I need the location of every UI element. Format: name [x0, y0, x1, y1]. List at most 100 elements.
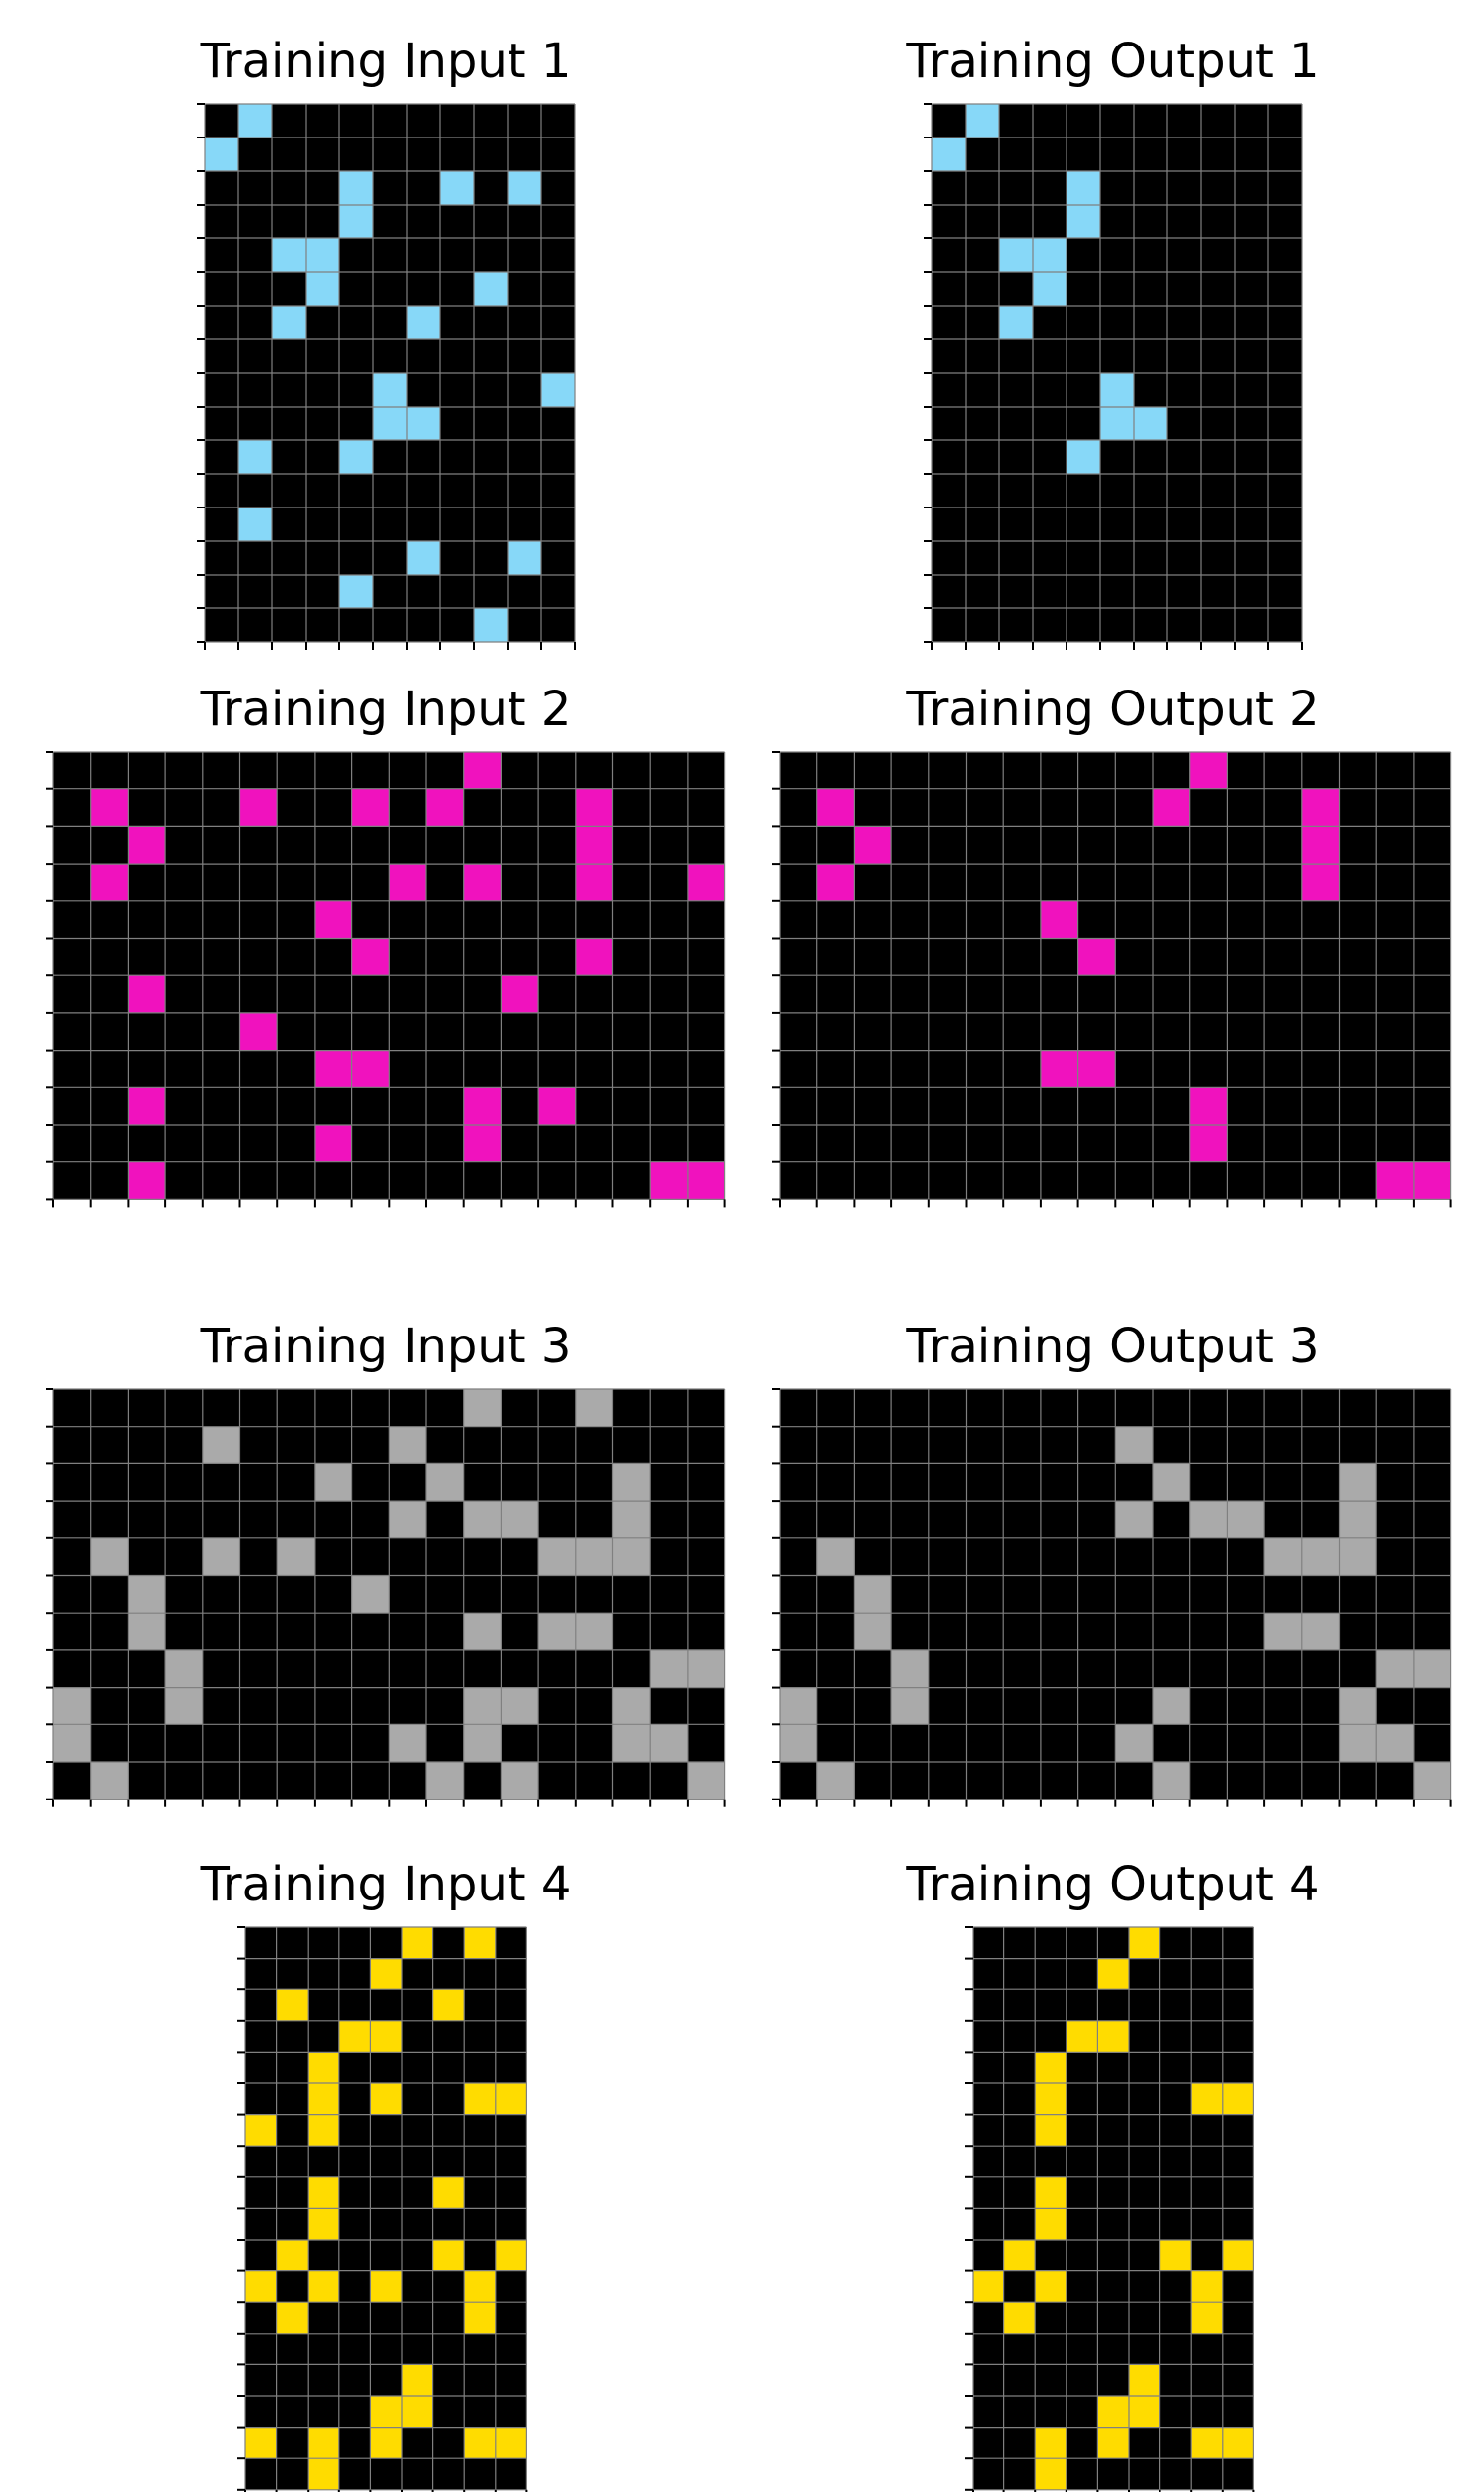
grid-cell	[1066, 2020, 1098, 2053]
grid-cell	[1264, 1537, 1302, 1576]
grid-cell	[370, 2020, 402, 2053]
grid-cell	[575, 938, 613, 976]
grid-cell	[407, 541, 440, 575]
axis-ticks	[46, 1388, 726, 1807]
grid-lines	[931, 103, 1303, 643]
grid-cell	[464, 2270, 496, 2303]
grid-cell	[575, 826, 613, 865]
grid-cell	[816, 1537, 855, 1576]
grid-cell	[999, 306, 1033, 339]
grid-cell	[351, 1050, 390, 1088]
grid-cell	[128, 1613, 166, 1650]
grid-cell	[612, 1537, 651, 1576]
grid-cell	[1097, 2427, 1129, 2459]
grid-cell	[932, 138, 966, 171]
grid-cell	[1191, 2083, 1223, 2115]
grid-cell	[1035, 2427, 1067, 2459]
grid-cell	[276, 2240, 309, 2271]
grid-cell	[687, 1649, 725, 1688]
grid-cell	[464, 2427, 496, 2459]
grid-cell	[1222, 2240, 1254, 2271]
grid-cell	[495, 2427, 527, 2459]
training-input-3-panel: Training Input 3	[46, 1319, 726, 1807]
grid-cell	[816, 1762, 855, 1800]
grid-cell	[272, 238, 306, 272]
grid-cell	[128, 1575, 166, 1614]
grid-cell	[501, 1501, 539, 1538]
grid-cell	[338, 2020, 371, 2053]
grid-cell	[272, 306, 306, 339]
grid-cell	[165, 1687, 203, 1725]
grid-cell	[1339, 1501, 1377, 1538]
grid-cell	[432, 2240, 465, 2271]
grid-cell	[314, 1050, 352, 1088]
grid-cell	[575, 864, 613, 901]
grid-cell	[1413, 1649, 1451, 1688]
grid-cell	[53, 1724, 91, 1762]
grid-cell	[314, 1125, 352, 1162]
grid-cell	[1067, 440, 1100, 474]
grid-cell	[495, 2240, 527, 2271]
grid-cell	[780, 1724, 817, 1762]
grid-cell	[276, 2302, 309, 2334]
axis-ticks	[237, 1926, 528, 2492]
grid-cell	[370, 2427, 402, 2459]
grid-cell	[373, 373, 407, 407]
grid-cell	[314, 1463, 352, 1502]
grid-cell	[1153, 788, 1190, 827]
grid-cell	[1100, 373, 1134, 407]
grid-cell	[402, 2396, 433, 2428]
grid-cell	[432, 2176, 465, 2209]
training-input-1-panel: Training Input 1	[197, 34, 576, 650]
grid-cell	[575, 1389, 613, 1427]
grid-cell	[1159, 2240, 1192, 2271]
grid-cell	[1035, 2114, 1067, 2147]
grid-cell	[277, 1537, 315, 1576]
grid-cell	[1129, 2364, 1160, 2396]
grid-cell	[538, 1613, 576, 1650]
grid-cell	[1301, 864, 1340, 901]
grid-cell	[389, 1501, 426, 1538]
grid-cell	[1067, 171, 1100, 205]
grid-cell	[308, 2052, 339, 2083]
grid-cell	[1040, 900, 1078, 939]
training-input-2-panel: Training Input 2	[46, 682, 726, 1208]
grid-cell	[464, 1927, 496, 1959]
axis-ticks	[772, 1388, 1452, 1807]
grid-cell	[538, 1087, 576, 1125]
training-input-4-panel: Training Input 4	[200, 1857, 571, 2492]
grid-cell	[128, 975, 166, 1013]
grid-cell	[308, 2270, 339, 2303]
grid-cell	[1189, 1125, 1228, 1162]
grid-cell	[402, 1927, 433, 1959]
grid-cell	[238, 508, 272, 541]
grid-cell	[538, 1537, 576, 1576]
grid-cell	[239, 1012, 278, 1051]
grid-cell	[780, 1687, 817, 1725]
panel-title: Training Input 1	[200, 34, 572, 89]
axis-ticks	[924, 103, 1303, 650]
grid-cell	[389, 864, 426, 901]
grid-cell	[238, 440, 272, 474]
training-output-3-panel: Training Output 3	[772, 1319, 1452, 1807]
grid-cell	[1339, 1724, 1377, 1762]
grid-cell	[351, 938, 390, 976]
grid-cell	[1003, 2302, 1036, 2334]
grid-cell	[854, 1613, 892, 1650]
grid-cell	[1033, 238, 1067, 272]
grid-cell	[245, 2270, 277, 2303]
grid-cell	[816, 864, 855, 901]
grid-cell	[339, 205, 373, 238]
grid-cell	[373, 407, 407, 440]
grid-cell	[1035, 2176, 1067, 2209]
grid-cell	[1129, 2396, 1160, 2428]
grid-cell	[464, 2083, 496, 2115]
grid-cell	[370, 2270, 402, 2303]
grid-cell	[308, 2458, 339, 2490]
grid-cell	[205, 138, 238, 171]
panel-title: Training Output 3	[905, 1319, 1319, 1374]
grid-cell	[1035, 2208, 1067, 2240]
grid-cell	[1035, 2458, 1067, 2490]
grid-cell	[1097, 2396, 1129, 2428]
grid-cell	[389, 1426, 426, 1464]
